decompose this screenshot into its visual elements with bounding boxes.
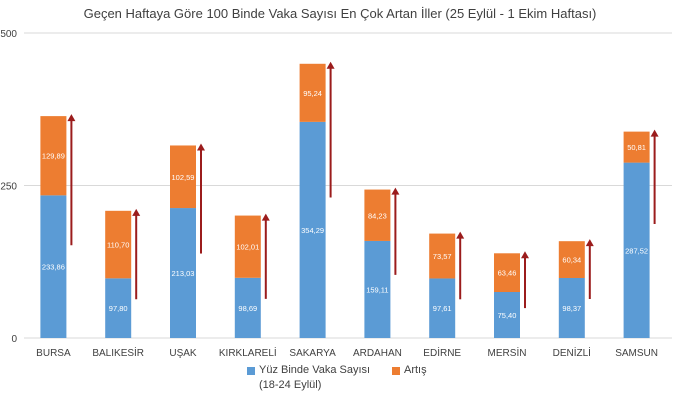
x-tick-label: EDİRNE [423, 346, 461, 359]
data-label-increase: 102,01 [236, 243, 259, 252]
bar-base-edi̇rne [429, 278, 456, 338]
x-tick-label: DENİZLİ [553, 346, 591, 359]
legend-label-increase: Artış [404, 364, 427, 376]
increase-arrow-head [132, 208, 141, 216]
x-tick-label: UŞAK [169, 348, 197, 359]
legend-swatch-increase [392, 367, 400, 375]
y-tick-label: 0 [11, 334, 17, 345]
chart-title: Geçen Haftaya Göre 100 Binde Vaka Sayısı… [83, 6, 597, 21]
data-label-base: 287,52 [625, 246, 648, 255]
data-label-increase: 63,46 [498, 269, 517, 278]
bar-base-sakarya [299, 121, 326, 338]
bar-base-deni̇zli̇ [558, 277, 585, 338]
bar-base-samsun [623, 162, 650, 338]
bar-base-balikesi̇r [105, 278, 132, 338]
data-label-base: 98,69 [238, 304, 257, 313]
data-label-base: 159,11 [366, 285, 388, 294]
increase-arrow-head [521, 251, 529, 259]
increase-arrow-head [585, 239, 594, 247]
data-label-base: 213,03 [172, 269, 195, 278]
data-label-base: 98,37 [562, 304, 581, 313]
increase-arrow-head [67, 114, 76, 122]
bar-increase-mersi̇n [494, 253, 520, 293]
bar-base-ardahan [364, 240, 391, 338]
data-label-increase: 95,24 [303, 89, 322, 98]
legend-label-base-line1: Yüz Binde Vaka Sayısı [259, 364, 371, 376]
bar-base-uşak [170, 208, 196, 338]
x-tick-label: MERSİN [488, 346, 527, 359]
increase-arrow-head [197, 143, 205, 151]
x-tick-label: BALIKESİR [92, 346, 144, 359]
bar-base-bursa [40, 195, 67, 338]
data-label-increase: 50,81 [627, 143, 646, 152]
bar-increase-balikesi̇r [105, 210, 132, 279]
data-label-base: 233,86 [42, 263, 65, 272]
increase-arrow-head [261, 213, 270, 221]
bar-increase-uşak [170, 145, 196, 209]
x-tick-label: BURSA [36, 348, 71, 359]
data-label-increase: 84,23 [368, 211, 387, 220]
y-tick-label: 250 [0, 182, 17, 193]
data-label-increase: 102,59 [172, 173, 195, 182]
legend-swatch-base [247, 367, 255, 375]
bar-base-mersi̇n [494, 292, 520, 338]
y-tick-label: 500 [0, 29, 17, 40]
bar-increase-kirklareli̇ [234, 215, 261, 278]
bar-base-kirklareli̇ [234, 277, 261, 338]
legend-label-base-line2: (18-24 Eylül) [259, 379, 322, 391]
bar-increase-sakarya [299, 63, 326, 122]
data-label-increase: 60,34 [562, 256, 581, 265]
data-label-base: 97,61 [433, 304, 452, 313]
bar-increase-deni̇zli̇ [558, 241, 585, 278]
data-label-increase: 129,89 [42, 152, 65, 161]
data-label-base: 75,40 [498, 311, 517, 320]
increase-arrow-head [456, 231, 465, 239]
bar-increase-ardahan [364, 189, 391, 241]
bar-increase-bursa [40, 116, 67, 196]
legend-label-base: Yüz Binde Vaka Sayısı (18-24 Eylül) [259, 363, 370, 393]
increase-arrow-head [326, 61, 335, 69]
data-label-base: 97,80 [109, 304, 128, 313]
data-label-increase: 73,57 [433, 252, 452, 261]
x-tick-label: SAMSUN [615, 348, 658, 359]
x-tick-label: KIRKLARELİ [219, 346, 277, 359]
increase-arrow-head [391, 187, 400, 195]
x-tick-label: SAKARYA [289, 348, 336, 359]
bar-increase-samsun [623, 131, 650, 163]
data-label-base: 354,29 [301, 226, 324, 235]
chart-legend: Yüz Binde Vaka Sayısı (18-24 Eylül) Artı… [0, 363, 680, 399]
data-label-increase: 110,70 [107, 241, 129, 250]
increase-arrow-head [650, 129, 659, 137]
bar-increase-edi̇rne [429, 233, 456, 279]
x-tick-label: ARDAHAN [353, 348, 402, 359]
